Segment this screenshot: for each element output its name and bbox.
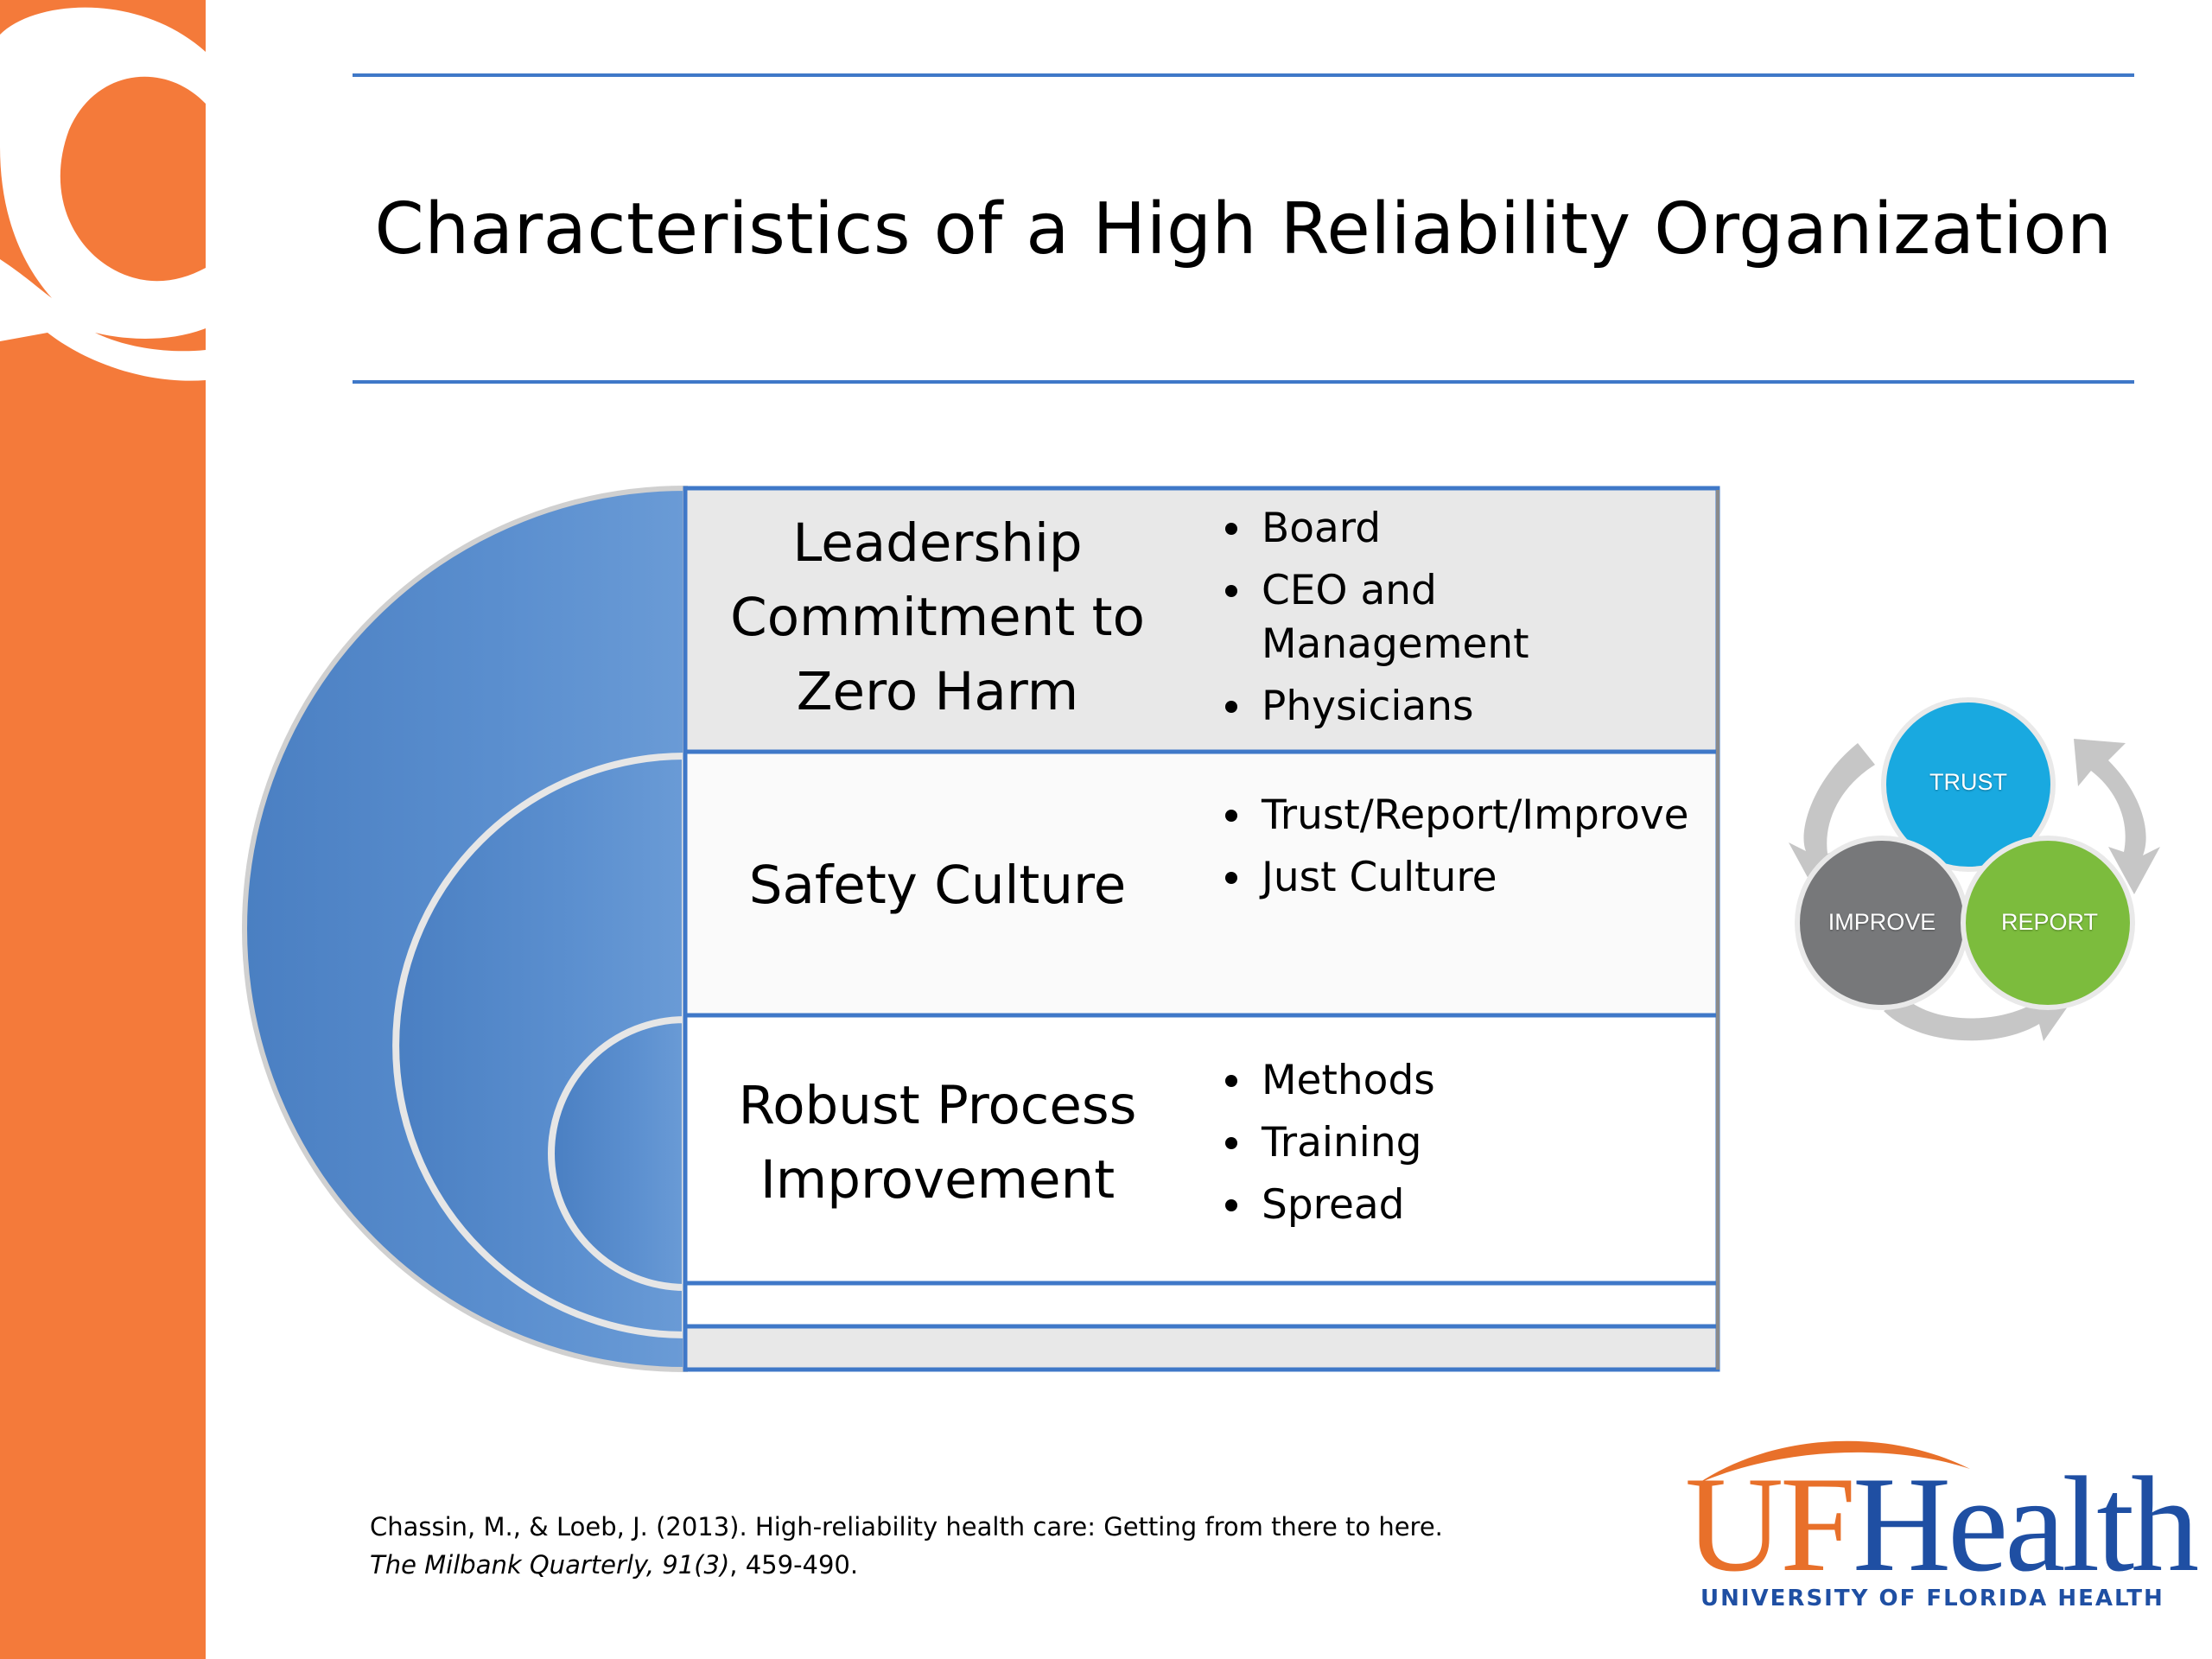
- slide-title: Characteristics of a High Reliability Or…: [374, 188, 2113, 270]
- citation-pages: , 459-490.: [729, 1550, 859, 1580]
- bullet-list: Trust/Report/Improve Just Culture: [1184, 789, 1689, 905]
- list-item: Trust/Report/Improve: [1218, 789, 1689, 842]
- inner-arc: [548, 1015, 689, 1292]
- report-circle: [1961, 836, 2135, 1010]
- box-bottom-band-2: [683, 1324, 1720, 1372]
- hro-diagram-graphic: [242, 485, 1720, 1373]
- list-item: CEO and Management: [1218, 564, 1547, 671]
- list-item: Methods: [1218, 1054, 1435, 1108]
- citation-journal: The Milbank Quarterly, 91(3): [370, 1550, 730, 1580]
- hro-diagram: Leadership Commitment to Zero Harm Board…: [238, 480, 1728, 1378]
- list-item: Board: [1218, 502, 1547, 556]
- list-item: Physicians: [1218, 680, 1547, 734]
- box-safety-culture: [683, 749, 1720, 1018]
- improve-label: IMPROVE: [1827, 909, 1936, 935]
- title-rule-top: [353, 73, 2134, 77]
- logo-swoosh-icon: [1698, 1440, 1970, 1484]
- title-rule-bottom: [353, 380, 2134, 384]
- row-heading: Leadership Commitment to Zero Harm: [730, 512, 1145, 722]
- cycle-arrow-right-icon: [2074, 739, 2160, 894]
- q-logo-icon: [0, 7, 206, 381]
- row-heading: Robust Process Improvement: [738, 1074, 1137, 1211]
- row-leadership: Leadership Commitment to Zero Harm Board…: [691, 488, 1719, 747]
- cycle-arrow-bottom-icon: [1884, 989, 2074, 1041]
- bullet-list: Board CEO and Management Physicians: [1184, 502, 1547, 734]
- citation-line-1: Chassin, M., & Loeb, J. (2013). High-rel…: [370, 1512, 1443, 1541]
- uf-health-logo: UFHealth UNIVERSITY OF FLORIDA HEALTH: [1685, 1430, 2199, 1620]
- report-label: REPORT: [2000, 909, 2099, 935]
- citation: Chassin, M., & Loeb, J. (2013). High-rel…: [370, 1508, 1580, 1584]
- list-item: Just Culture: [1218, 851, 1689, 905]
- box-leadership: [683, 486, 1720, 754]
- brand-sidebar: [0, 0, 206, 1659]
- trust-report-improve-cycle: TRUST IMPROVE REPORT: [1780, 691, 2160, 1063]
- cycle-arrow-left-icon: [1789, 743, 1875, 890]
- box-process-improvement: [683, 1013, 1720, 1286]
- cycle-graphic: [1789, 697, 2160, 1041]
- trust-label: TRUST: [1929, 769, 2007, 795]
- row-process-improvement: Robust Process Improvement Methods Train…: [691, 1020, 1719, 1283]
- list-item: Spread: [1218, 1179, 1435, 1232]
- row-safety-culture: Safety Culture Trust/Report/Improve Just…: [691, 756, 1719, 1015]
- trust-circle: [1881, 697, 2056, 872]
- logo-subtitle: UNIVERSITY OF FLORIDA HEALTH: [1700, 1586, 2164, 1611]
- list-item: Training: [1218, 1116, 1435, 1170]
- box-bottom-band-1: [683, 1281, 1720, 1329]
- logo-wordmark: UFHealth: [1685, 1449, 2199, 1600]
- citation-line-2: The Milbank Quarterly, 91(3), 459-490.: [370, 1546, 1580, 1584]
- row-heading: Safety Culture: [748, 855, 1127, 916]
- bullet-list: Methods Training Spread: [1184, 1054, 1435, 1232]
